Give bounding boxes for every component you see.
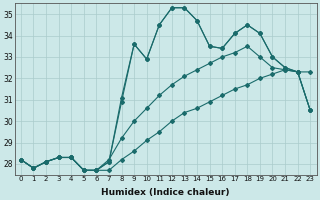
X-axis label: Humidex (Indice chaleur): Humidex (Indice chaleur): [101, 188, 230, 197]
